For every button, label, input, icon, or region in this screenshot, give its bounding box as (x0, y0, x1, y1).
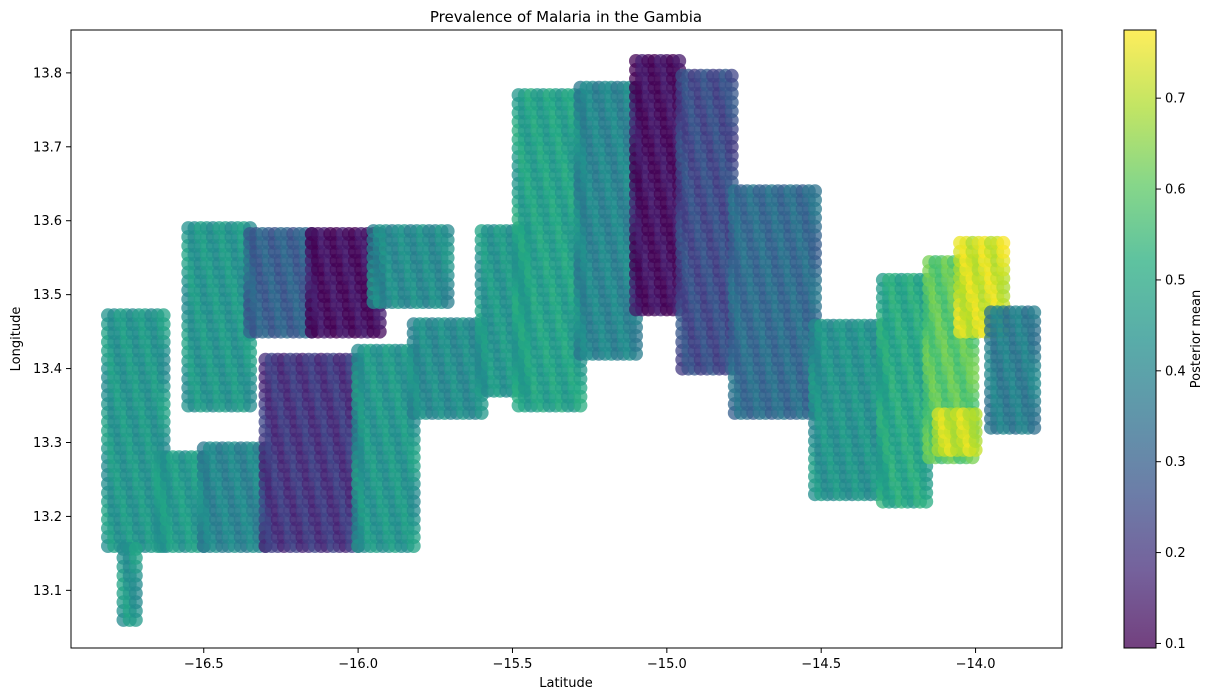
colorbar-tick-label: 0.6 (1165, 183, 1186, 198)
colorbar-tick-label: 0.1 (1165, 637, 1186, 652)
x-tick-label: −16.0 (338, 657, 378, 672)
scatter-points (101, 54, 1042, 627)
x-axis-label: Latitude (539, 676, 593, 691)
colorbar: 0.1 0.2 0.3 0.4 0.5 0.6 0.7 Posterior mean (1123, 29, 1204, 652)
x-tick-label: −14.0 (956, 657, 996, 672)
x-tick-label: −15.0 (647, 657, 687, 672)
scatter-point (440, 224, 455, 239)
scatter-point (996, 235, 1011, 250)
y-tick-label: 13.2 (33, 510, 62, 525)
colorbar-tick-label: 0.3 (1165, 455, 1186, 470)
y-tick-label: 13.6 (33, 214, 62, 229)
scatter-point (808, 184, 822, 199)
colorbar-tick-label: 0.4 (1165, 364, 1186, 379)
colorbar-tick-label: 0.5 (1165, 273, 1186, 288)
y-axis: 13.1 13.2 13.3 13.4 13.5 13.6 13.7 13.8 (33, 66, 71, 599)
scatter-point (1027, 305, 1042, 320)
scatter-point (672, 54, 687, 68)
scatter-point (724, 68, 739, 83)
colorbar-frame (1123, 29, 1157, 649)
colorbar-tick-label: 0.7 (1165, 92, 1186, 107)
x-tick-label: −14.5 (801, 657, 841, 672)
colorbar-label: Posterior mean (1189, 290, 1204, 388)
y-tick-label: 13.3 (33, 436, 62, 451)
colorbar-ticks: 0.1 0.2 0.3 0.4 0.5 0.6 0.7 (1156, 92, 1186, 652)
colorbar-gradient (1124, 30, 1156, 648)
x-axis: −16.5 −16.0 −15.5 −15.0 −14.5 −14.0 (184, 648, 996, 672)
y-tick-label: 13.8 (33, 66, 62, 81)
scatter-point (968, 407, 983, 422)
y-tick-label: 13.4 (33, 362, 62, 377)
plot-frame (70, 29, 1063, 649)
plot-area (70, 29, 1063, 649)
y-tick-label: 13.5 (33, 288, 62, 303)
scatter-point (128, 541, 143, 556)
y-tick-label: 13.7 (33, 140, 62, 155)
y-axis-label: Longitude (9, 307, 24, 372)
colorbar-tick-label: 0.2 (1165, 546, 1186, 561)
x-tick-label: −15.5 (493, 657, 533, 672)
x-tick-label: −16.5 (184, 657, 224, 672)
y-tick-label: 13.1 (33, 584, 62, 599)
scatter-point (156, 308, 171, 323)
chart-title: Prevalence of Malaria in the Gambia (430, 8, 702, 26)
